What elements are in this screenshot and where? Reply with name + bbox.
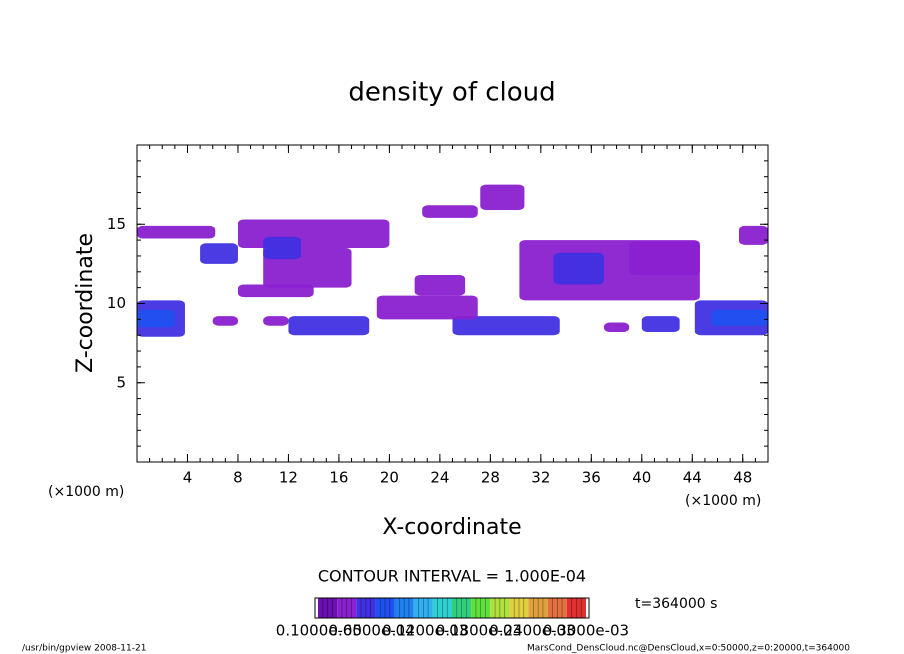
cloud-patch	[603, 322, 630, 333]
cloud-patch	[641, 316, 680, 333]
cloud-patch	[452, 316, 560, 336]
colorbar-tick-label: 0.2400e-03	[489, 622, 575, 640]
cloud-patch	[414, 274, 466, 296]
x-unit-label: (×1000 m)	[48, 484, 124, 500]
x-tick-label: 24	[430, 469, 449, 487]
colorbar-tick-label: 0.6000e-04	[328, 622, 414, 640]
cloud-patch	[237, 219, 390, 249]
cloud-patch	[629, 241, 700, 275]
cloud-patch	[263, 316, 289, 326]
x-tick-label: 40	[632, 469, 651, 487]
cloud-patch	[480, 184, 525, 210]
x-tick-label: 36	[582, 469, 601, 487]
footer-right: MarsCond_DensCloud.nc@DensCloud,x=0:5000…	[527, 644, 850, 654]
contour-interval: CONTOUR INTERVAL = 1.000E-04	[318, 567, 586, 586]
cloud-patch	[263, 236, 302, 260]
x-tick-label: 28	[481, 469, 500, 487]
cloud-patch	[137, 225, 216, 239]
cloud-patch	[212, 316, 238, 326]
x-unit-label: (×1000 m)	[685, 493, 761, 509]
x-tick-label: 20	[380, 469, 399, 487]
y-tick-label: 15	[107, 215, 126, 233]
colorbar-tick-label: 0.1200e-03	[382, 622, 468, 640]
y-tick-label: 10	[107, 294, 126, 312]
y-tick-label: 5	[116, 373, 126, 391]
cloud-patch	[422, 205, 478, 218]
x-tick-label: 12	[279, 469, 298, 487]
colorbar-tick-label: 0.3000e-03	[543, 622, 629, 640]
cloud-patch	[200, 243, 238, 264]
colorbar-tick-label: 0.1800e-03	[436, 622, 522, 640]
chart-title: density of cloud	[348, 78, 555, 108]
x-tick-label: 16	[329, 469, 348, 487]
cloud-patch	[137, 309, 175, 328]
cloud-patch	[376, 295, 478, 320]
footer-left: /usr/bin/gpview 2008-11-21	[22, 644, 146, 654]
cloud-patch	[237, 284, 314, 298]
x-tick-label: 48	[733, 469, 752, 487]
x-tick-label: 32	[531, 469, 550, 487]
colorbar-frame	[314, 597, 590, 619]
cloud-patch	[711, 309, 768, 326]
time-label: t=364000 s	[635, 596, 717, 612]
x-tick-label: 4	[183, 469, 193, 487]
y-axis-label: Z-coordinate	[73, 233, 98, 373]
cloud-patch	[738, 225, 768, 245]
colorbar-tick-label: 0.1000e-05	[276, 622, 362, 640]
x-axis-label: X-coordinate	[382, 515, 521, 540]
x-tick-label: 8	[233, 469, 243, 487]
x-tick-label: 44	[683, 469, 702, 487]
cloud-patch	[288, 316, 370, 336]
cloud-patch	[553, 252, 604, 285]
